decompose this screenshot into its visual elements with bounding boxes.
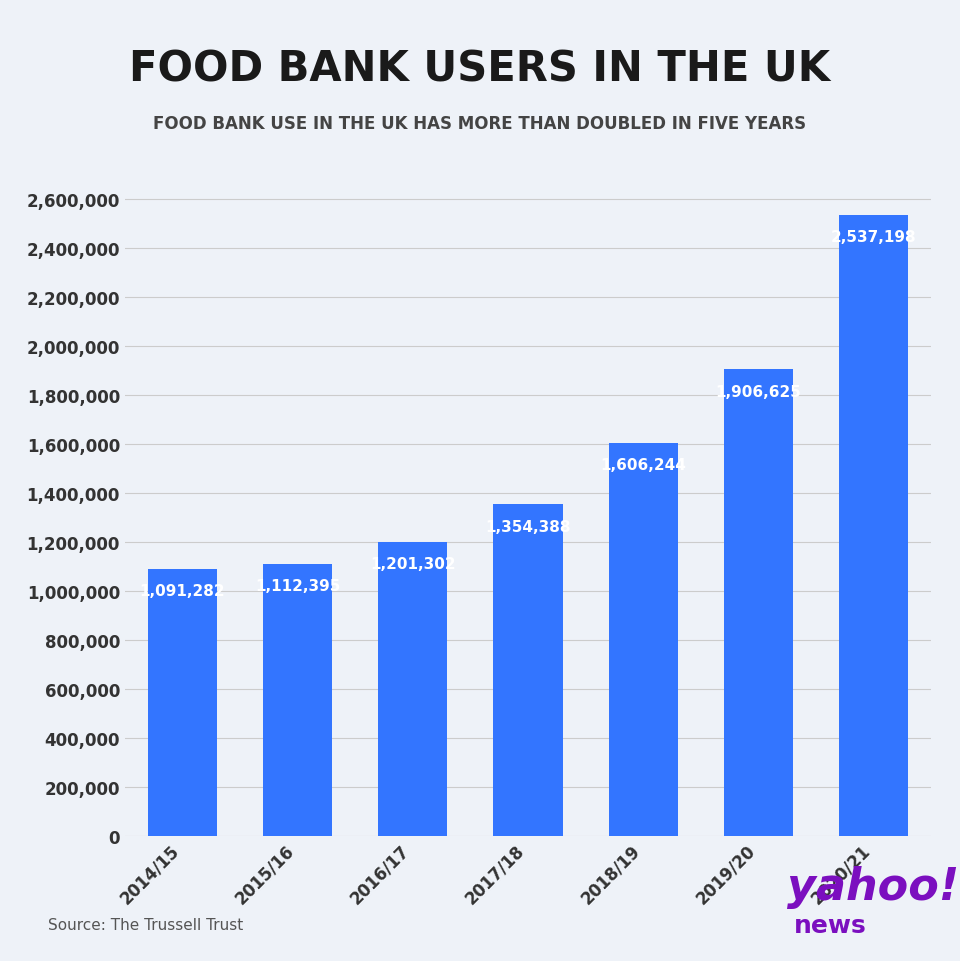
Bar — [148, 569, 217, 836]
Text: 1,091,282: 1,091,282 — [139, 583, 226, 599]
Bar — [378, 542, 447, 836]
Text: 1,201,302: 1,201,302 — [370, 556, 456, 572]
Bar — [839, 215, 908, 836]
Text: yahoo!: yahoo! — [787, 865, 959, 908]
Text: FOOD BANK USERS IN THE UK: FOOD BANK USERS IN THE UK — [130, 48, 830, 90]
Text: FOOD BANK USE IN THE UK HAS MORE THAN DOUBLED IN FIVE YEARS: FOOD BANK USE IN THE UK HAS MORE THAN DO… — [154, 115, 806, 134]
Text: 1,354,388: 1,354,388 — [485, 520, 571, 534]
Bar — [609, 443, 678, 836]
Bar — [493, 505, 563, 836]
Text: Source: The Trussell Trust: Source: The Trussell Trust — [48, 917, 243, 932]
Text: news: news — [794, 913, 867, 937]
Bar — [724, 370, 793, 836]
Bar — [263, 564, 332, 836]
Text: 1,112,395: 1,112,395 — [255, 579, 340, 594]
Text: 1,906,625: 1,906,625 — [715, 384, 802, 400]
Text: 2,537,198: 2,537,198 — [830, 230, 917, 245]
Text: 1,606,244: 1,606,244 — [600, 457, 686, 473]
